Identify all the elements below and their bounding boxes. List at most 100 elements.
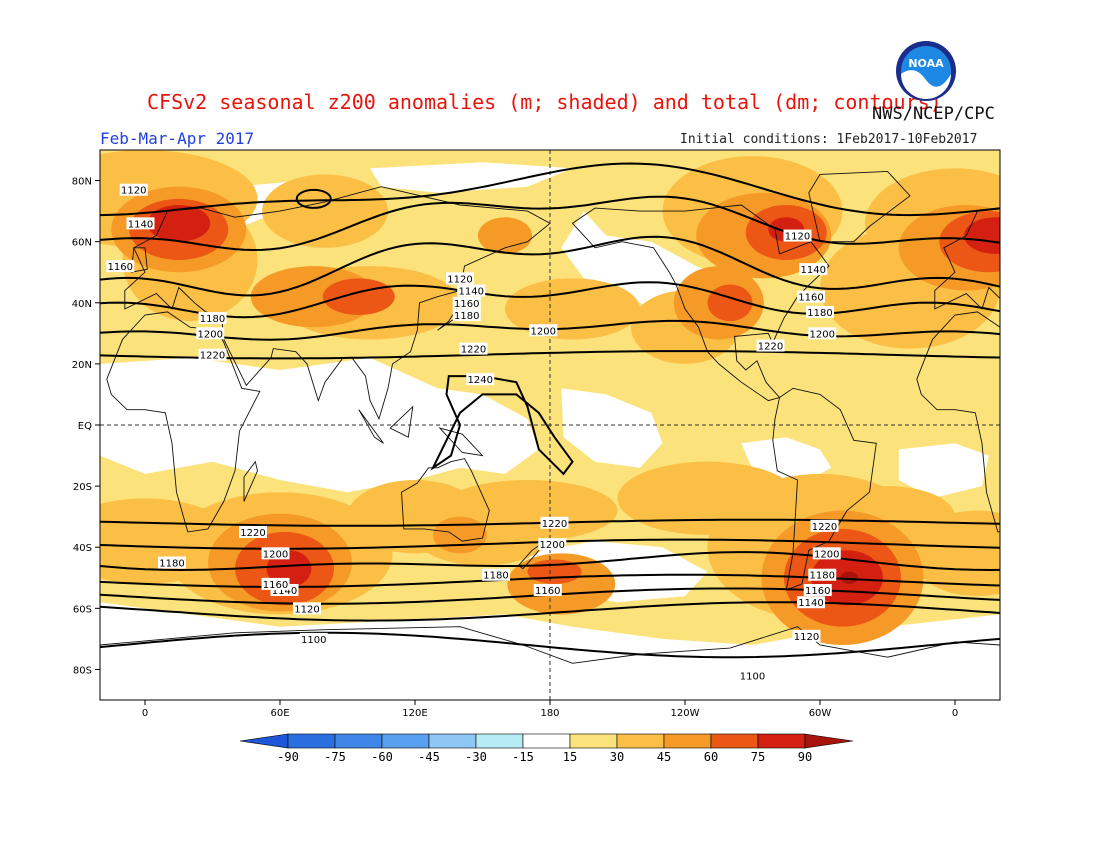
noaa-logo: NOAA <box>896 41 956 101</box>
contour-label-1100: 1100 <box>740 672 765 683</box>
contour-label-1220: 1220 <box>758 342 783 353</box>
contour-label-bg <box>799 263 828 276</box>
contour-label-1220: 1220 <box>200 351 225 362</box>
weak-anomaly-antarctica <box>100 602 1000 700</box>
noaa-logo-text: NOAA <box>908 57 944 70</box>
contour-label-bg <box>261 547 290 560</box>
contour-label-bg <box>198 348 227 361</box>
contour-label-1220: 1220 <box>461 345 486 356</box>
lon-label: 60E <box>270 708 289 719</box>
contour-label-bg <box>452 309 481 321</box>
madagascar-coast <box>243 460 258 502</box>
contour-label-bg <box>466 373 495 386</box>
contour-label-1220: 1220 <box>812 522 837 533</box>
north-america-coast <box>571 204 830 402</box>
contour-1220-nh <box>100 350 1000 360</box>
contour-1120-sh <box>100 601 1000 622</box>
contour-label-1140: 1140 <box>801 265 826 276</box>
anomaly-75-90-3 <box>266 550 312 587</box>
reference-lines <box>100 150 1000 700</box>
contour-1140-nh <box>100 195 1000 252</box>
antarctica-coast <box>100 626 1000 700</box>
contour-label-1160: 1160 <box>535 586 560 597</box>
contour-label-bg <box>452 296 481 309</box>
contour-label-bg <box>797 290 825 303</box>
longitude-axis: 0 60E 120E 180 120W 60W 0 <box>142 700 958 719</box>
contour-label-bg <box>529 324 558 337</box>
anomaly-30-45-5 <box>910 510 1000 597</box>
contour-label-bg <box>446 272 474 285</box>
contour-label-1200: 1200 <box>814 549 839 560</box>
contour-label-bg <box>126 217 155 230</box>
contour-label-1140: 1140 <box>798 598 823 609</box>
contour-label-bg <box>299 632 328 645</box>
contour-label-bg <box>812 547 841 560</box>
sumatra-coast <box>358 409 384 444</box>
contour-label-bg <box>459 342 488 355</box>
contour-label-1220: 1220 <box>542 519 567 530</box>
contour-label-bg <box>533 584 562 596</box>
lon-label: 120E <box>402 708 427 719</box>
contour-1160-sh <box>100 573 1000 588</box>
anomaly-over-90-0 <box>840 571 859 584</box>
contour-label-1200: 1200 <box>810 329 835 340</box>
contour-1120-closed-low <box>295 188 332 209</box>
anomaly-45-60-8 <box>433 516 487 554</box>
contour-label-bg <box>792 629 821 642</box>
south-america-coast <box>772 387 877 591</box>
contour-label-bg <box>806 305 834 318</box>
lat-label: 40N <box>72 299 92 310</box>
contour-label-1160: 1160 <box>798 293 823 304</box>
contour-labels: 1100 1100 1120 1120 1120 1120 1120 1140 1140 1140… <box>106 183 841 683</box>
contour-label-1200: 1200 <box>198 329 223 340</box>
contour-label-1180: 1180 <box>483 571 508 582</box>
anomaly-45-60-9 <box>478 217 532 254</box>
contour-label-bg <box>783 229 812 242</box>
anomaly-75-90-2 <box>964 217 1000 254</box>
contour-label-1120: 1120 <box>294 604 319 615</box>
weak-anomaly-central-pacific <box>561 388 663 468</box>
contour-label-bg <box>158 556 186 569</box>
anomaly-30-45-7 <box>262 174 388 248</box>
contour-label-1160: 1160 <box>263 580 288 591</box>
lon-label: 0 <box>142 708 148 719</box>
contour-label-1120: 1120 <box>794 632 819 643</box>
anomaly-60-75-1 <box>322 278 395 315</box>
weak-anomaly-arctic-asia <box>370 162 573 193</box>
contour-label-1120: 1120 <box>785 232 810 243</box>
borneo-coast <box>389 405 414 438</box>
africa-coast-wrap <box>916 311 1000 533</box>
anomaly-30-45-11 <box>505 278 640 340</box>
contour-label-1240: 1240 <box>468 375 493 386</box>
contour-label-bg <box>198 312 227 325</box>
contour-1180-nh <box>100 281 1000 319</box>
lat-label: 80S <box>73 665 92 676</box>
contour-label-1180: 1180 <box>454 311 479 322</box>
contour-label-bg <box>196 327 225 340</box>
weak-anomaly-south-atlantic <box>898 443 989 499</box>
contour-label-bg <box>756 339 785 352</box>
anomaly-75-90-0 <box>147 205 211 242</box>
contour-label-1120: 1120 <box>121 186 146 197</box>
contour-label-bg <box>540 516 569 529</box>
contour-label-1180: 1180 <box>807 308 832 319</box>
chart-title: CFSv2 seasonal z200 anomalies (m; shaded… <box>147 90 942 114</box>
contour-label-1140: 1140 <box>128 219 153 230</box>
period-label: Feb-Mar-Apr 2017 <box>100 129 255 148</box>
contour-label-bg <box>261 577 290 590</box>
greenland-coast <box>808 170 911 243</box>
contour-label-bg <box>797 596 825 609</box>
agency-label: NWS/NCEP/CPC <box>872 104 995 124</box>
africa-coast <box>106 311 261 533</box>
contour-label-1200: 1200 <box>531 326 556 337</box>
contour-1100-sh <box>100 631 1000 659</box>
contour-label-1120: 1120 <box>447 274 472 285</box>
contour-label-1180: 1180 <box>810 571 835 582</box>
lat-label: 60S <box>73 604 92 615</box>
britain-coast <box>130 247 148 273</box>
contour-label-1200: 1200 <box>540 540 565 551</box>
contour-1180-sh <box>100 551 1000 572</box>
lat-label: EQ <box>78 421 92 432</box>
contour-label-1180: 1180 <box>159 559 184 570</box>
